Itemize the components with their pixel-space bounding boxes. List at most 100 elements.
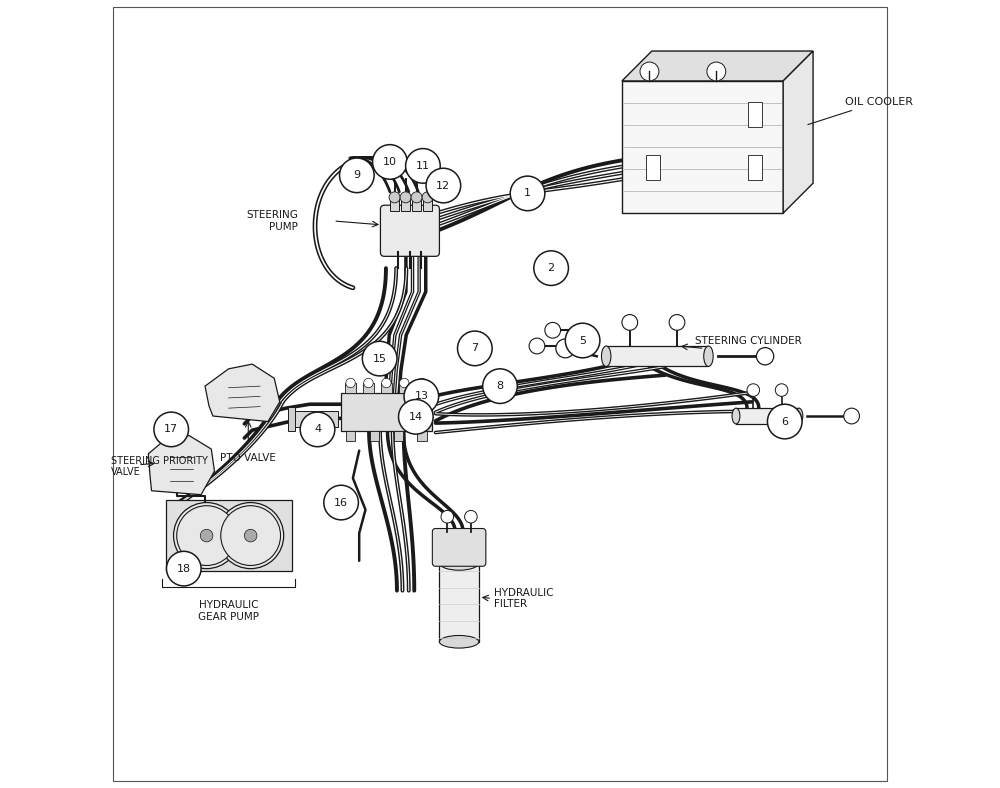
Text: 10: 10 [383,157,397,167]
Text: 14: 14 [409,412,423,422]
Circle shape [422,191,433,203]
Circle shape [556,339,575,358]
Circle shape [373,145,407,179]
Bar [423,196,432,210]
Circle shape [399,400,433,434]
Circle shape [221,506,281,566]
Circle shape [767,404,802,439]
Circle shape [389,191,400,203]
Bar [606,346,708,366]
Polygon shape [205,364,280,422]
Bar [399,383,410,393]
Circle shape [534,251,568,285]
Bar [288,407,295,431]
Ellipse shape [704,346,713,366]
Circle shape [483,369,517,403]
Text: PTO VALVE: PTO VALVE [220,453,276,463]
Circle shape [441,511,454,523]
Text: 13: 13 [414,392,428,401]
Text: 17: 17 [164,425,178,434]
Text: 8: 8 [496,381,504,391]
Bar [412,196,421,210]
Circle shape [756,348,774,365]
Circle shape [565,323,600,358]
FancyBboxPatch shape [432,529,486,567]
Text: 11: 11 [416,161,430,171]
Circle shape [166,552,201,586]
FancyBboxPatch shape [748,102,762,127]
Circle shape [669,314,685,330]
Circle shape [545,322,561,338]
Bar [394,431,403,441]
Bar [417,383,428,393]
Circle shape [400,378,409,388]
Bar [363,383,374,393]
Circle shape [400,191,411,203]
Text: STEERING PRIORITY
VALVE: STEERING PRIORITY VALVE [111,455,208,478]
Bar [417,431,427,441]
Circle shape [174,503,240,569]
Circle shape [640,62,659,81]
Circle shape [362,341,397,376]
Bar [381,383,392,393]
FancyBboxPatch shape [748,155,762,180]
Text: 16: 16 [334,497,348,507]
Circle shape [417,378,427,388]
Text: 1: 1 [524,188,531,199]
Circle shape [622,314,638,330]
Circle shape [411,191,422,203]
FancyBboxPatch shape [380,205,439,256]
Bar [345,383,356,393]
Circle shape [364,378,373,388]
Ellipse shape [439,635,479,648]
Text: 7: 7 [471,344,478,353]
Text: STEERING CYLINDER: STEERING CYLINDER [695,336,802,346]
Circle shape [529,338,545,354]
Bar [439,563,479,641]
Text: 4: 4 [314,425,321,434]
Polygon shape [783,51,813,213]
Polygon shape [622,81,783,213]
Ellipse shape [439,556,479,571]
Circle shape [775,384,788,396]
Text: 2: 2 [548,263,555,273]
Circle shape [406,149,440,183]
Circle shape [382,378,391,388]
Circle shape [844,408,859,424]
Circle shape [324,485,358,520]
Circle shape [747,384,760,396]
Text: OIL COOLER: OIL COOLER [808,97,913,125]
Circle shape [346,378,355,388]
Ellipse shape [601,346,611,366]
Circle shape [218,503,284,569]
Circle shape [510,176,545,210]
Circle shape [465,511,477,523]
Circle shape [154,412,189,447]
Circle shape [300,412,335,447]
Circle shape [244,530,257,542]
Text: HYDRAULIC
GEAR PUMP: HYDRAULIC GEAR PUMP [198,600,259,622]
Text: 12: 12 [436,180,450,191]
Bar [736,408,799,424]
Text: 5: 5 [579,336,586,345]
Text: 15: 15 [373,354,387,363]
Bar [341,393,432,431]
Bar [390,196,399,210]
Bar [370,431,379,441]
Text: 9: 9 [353,170,360,180]
Circle shape [426,169,461,203]
Bar [346,431,355,441]
Text: STEERING
PUMP: STEERING PUMP [246,210,298,232]
Text: HYDRAULIC
FILTER: HYDRAULIC FILTER [494,588,554,609]
Ellipse shape [795,408,803,424]
Circle shape [458,331,492,366]
Ellipse shape [732,408,740,424]
FancyBboxPatch shape [646,155,660,180]
Circle shape [200,530,213,542]
Bar [401,196,410,210]
Circle shape [340,158,374,192]
Bar [294,411,338,427]
Circle shape [707,62,726,81]
Circle shape [404,379,439,414]
Bar [166,500,292,571]
